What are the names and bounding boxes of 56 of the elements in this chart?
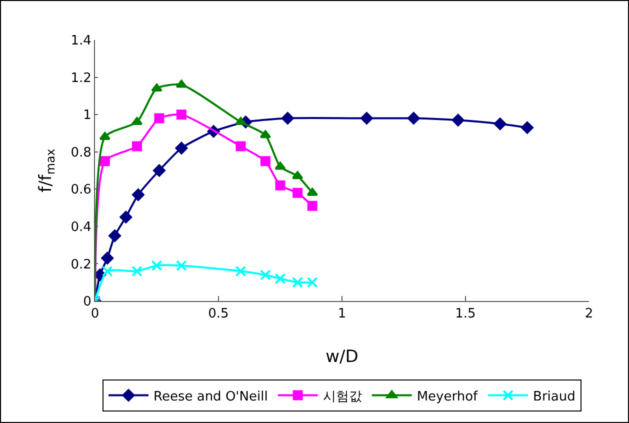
point <box>99 132 110 140</box>
point <box>292 188 303 198</box>
point <box>101 252 114 264</box>
y-tick-label: 0 <box>83 294 92 310</box>
point <box>306 188 318 196</box>
x-tick-label: 0.5 <box>208 306 229 322</box>
y-tick-label: 1 <box>83 108 92 124</box>
y-tick-label: 1.4 <box>70 34 92 49</box>
point <box>260 269 271 280</box>
point <box>154 113 164 124</box>
point <box>108 230 121 242</box>
x-axis-title: w/D <box>326 347 358 367</box>
point <box>292 171 304 180</box>
point <box>236 141 246 152</box>
point <box>260 130 272 138</box>
point <box>120 210 132 224</box>
point <box>360 112 373 124</box>
legend-label: Briaud <box>533 389 576 404</box>
point <box>274 162 286 170</box>
point <box>275 180 286 190</box>
legend-label: Reese and O'Neill <box>154 389 268 404</box>
point <box>151 83 162 92</box>
legend-label: 시험값 <box>322 389 362 404</box>
point <box>132 141 142 152</box>
point <box>235 117 246 126</box>
legend-label: Meyerhof <box>416 389 478 404</box>
point <box>131 117 143 126</box>
point <box>452 114 464 126</box>
y-tick-label: 1.2 <box>70 70 92 86</box>
point <box>281 112 294 124</box>
point <box>151 260 162 272</box>
point <box>521 121 534 134</box>
x-tick-label: 2 <box>584 306 594 322</box>
point <box>176 110 186 120</box>
point <box>292 276 304 288</box>
y-tick-label: 0.6 <box>70 182 92 198</box>
point <box>260 156 270 166</box>
point <box>100 156 110 166</box>
point <box>132 188 144 201</box>
point <box>494 118 506 130</box>
point <box>175 142 188 154</box>
y-tick-label: 0.4 <box>70 220 92 235</box>
point <box>307 200 318 211</box>
point <box>176 80 188 88</box>
x-tick-label: 1.5 <box>455 306 476 322</box>
point <box>102 266 113 277</box>
point <box>274 273 286 284</box>
point <box>176 260 187 272</box>
point <box>407 112 420 124</box>
x-tick-label: 1 <box>338 306 346 322</box>
point <box>306 276 318 288</box>
point <box>235 266 246 277</box>
point <box>153 164 166 177</box>
y-tick-label: 0.8 <box>70 145 92 160</box>
point <box>131 266 142 277</box>
y-tick-label: 0.2 <box>70 257 92 272</box>
